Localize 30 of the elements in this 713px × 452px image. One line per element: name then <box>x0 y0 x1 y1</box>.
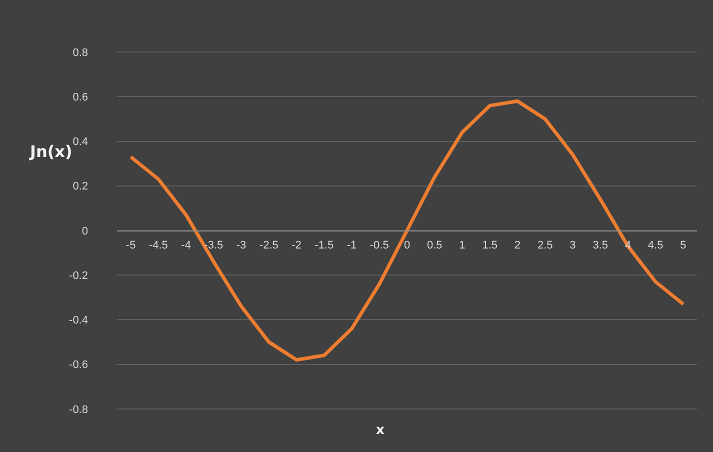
x-tick-label: 3.5 <box>592 240 608 252</box>
x-tick-label: 3 <box>570 240 576 252</box>
y-tick-label: 0.4 <box>72 136 88 148</box>
x-tick-label: -2 <box>292 240 302 252</box>
x-tick-label: 5 <box>680 240 686 252</box>
x-tick-label: -1.5 <box>314 240 334 252</box>
x-tick-label: -4.5 <box>148 240 168 252</box>
x-tick-label: 2 <box>514 240 521 252</box>
x-tick-label: -5 <box>126 240 136 252</box>
x-tick-label: -0.5 <box>370 240 389 252</box>
y-tick-label: -0.2 <box>69 270 88 282</box>
y-axis-title: Jn(x) <box>29 142 72 161</box>
x-tick-label: 1.5 <box>482 240 498 252</box>
x-tick-label: -4 <box>181 240 191 252</box>
y-tick-label: -0.8 <box>69 404 88 416</box>
y-tick-label: 0 <box>82 225 88 238</box>
y-tick-label: 0.6 <box>72 92 88 104</box>
x-tick-label: -1 <box>346 240 357 252</box>
x-tick-label: 0 <box>404 240 410 252</box>
x-tick-label: -2.5 <box>259 240 278 252</box>
x-axis-title: x <box>376 423 385 438</box>
x-tick-label: 0.5 <box>426 240 442 252</box>
x-tick-label: 1 <box>459 240 466 252</box>
y-tick-label: -0.4 <box>69 314 88 327</box>
x-tick-label: 4.5 <box>648 240 664 252</box>
y-tick-label: -0.6 <box>69 359 88 372</box>
x-tick-label: 2.5 <box>537 240 553 252</box>
y-tick-label: 0.2 <box>72 180 88 193</box>
x-tick-label: -3 <box>236 240 246 252</box>
y-tick-label: 0.8 <box>72 46 88 59</box>
